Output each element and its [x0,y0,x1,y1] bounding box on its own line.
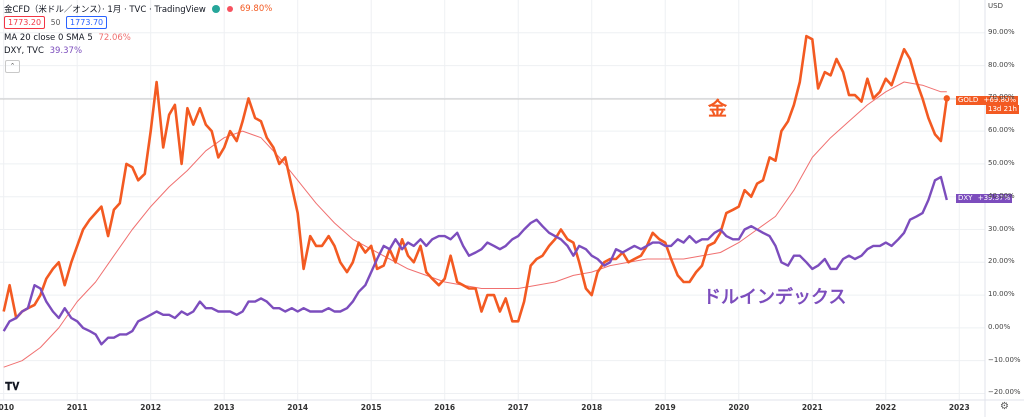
chart-series [2,34,949,368]
dxy-series-line [2,175,948,346]
spread-value: 50 [50,18,61,27]
dxy-legend[interactable]: DXY, TVC 39.37% [4,46,82,57]
x-tick-label: 2012 [140,403,162,412]
gold-countdown: 13d 21h [986,105,1019,114]
x-tick-label: 2011 [66,403,88,412]
x-tick-label: 2022 [875,403,897,412]
ma-value: 72.06% [98,33,131,43]
x-tick-label: 2013 [213,403,235,412]
x-tick-label: 2010 [0,403,15,412]
x-tick-label: 2016 [434,403,456,412]
gold-tag-name: GOLD [958,96,979,104]
tradingview-logo-icon: 𝐓𝐕 [5,380,20,393]
y-tick-label: 40.00% [988,191,1015,200]
x-tick-label: 2018 [581,403,603,412]
y-tick-label: −20.00% [988,388,1021,397]
x-tick-label: 2023 [948,403,970,412]
x-tick-label: 2017 [507,403,529,412]
y-tick-label: −10.00% [988,355,1021,364]
x-tick-label: 2019 [654,403,676,412]
quote-row: 1773.20 50 1773.70 [4,16,108,29]
dxy-price-tag: DXY +39.37% [956,194,1013,203]
ma-legend[interactable]: MA 20 close 0 SMA 5 72.06% [4,33,131,44]
gold-series-line [2,34,949,323]
dxy-annotation: ドルインデックス [703,287,847,308]
y-tick-label: 30.00% [988,224,1015,233]
gold-annotation: 金 [708,98,728,120]
x-tick-label: 2020 [728,403,750,412]
gear-icon[interactable]: ⚙ [1000,401,1009,412]
dxy-label: DXY, TVC [4,46,44,56]
x-tick-label: 2015 [360,403,382,412]
dxy-tag-name: DXY [958,194,973,202]
gold-last-point [943,95,950,102]
gold-tag-value: +69.80% [983,96,1017,104]
ma-series-line [3,81,947,368]
change-percent: 69.80% [239,4,273,14]
currency-label: USD [988,2,1003,10]
alert-dot-icon [227,6,234,12]
ma-label: MA 20 close 0 SMA 5 [4,33,93,43]
y-tick-label: 10.00% [988,290,1015,299]
dxy-value: 39.37% [49,46,83,56]
symbol-title[interactable]: 金CFD（米ドル／オンス）· 1月 · TVC · TradingView [4,5,206,15]
bid-button[interactable]: 1773.20 [4,16,46,29]
y-tick-label: 20.00% [988,257,1015,266]
y-tick-label: 50.00% [988,158,1015,167]
x-tick-label: 2021 [801,403,823,412]
market-status-icon [212,5,221,13]
ask-button[interactable]: 1773.70 [66,16,108,29]
y-tick-label: 70.00% [988,93,1015,102]
chevron-up-icon[interactable]: ⌃ [5,60,20,73]
y-tick-label: 0.00% [988,322,1011,331]
chart-grid [0,0,985,400]
symbol-header: 金CFD（米ドル／オンス）· 1月 · TVC · TradingView 69… [4,3,272,15]
y-tick-label: 90.00% [988,27,1015,36]
y-tick-label: 80.00% [988,60,1015,69]
x-tick-label: 2014 [287,403,309,412]
dxy-tag-value: +39.37% [977,194,1011,202]
gold-price-tag: GOLD +69.80% [956,96,1019,105]
y-tick-label: 60.00% [988,126,1015,135]
